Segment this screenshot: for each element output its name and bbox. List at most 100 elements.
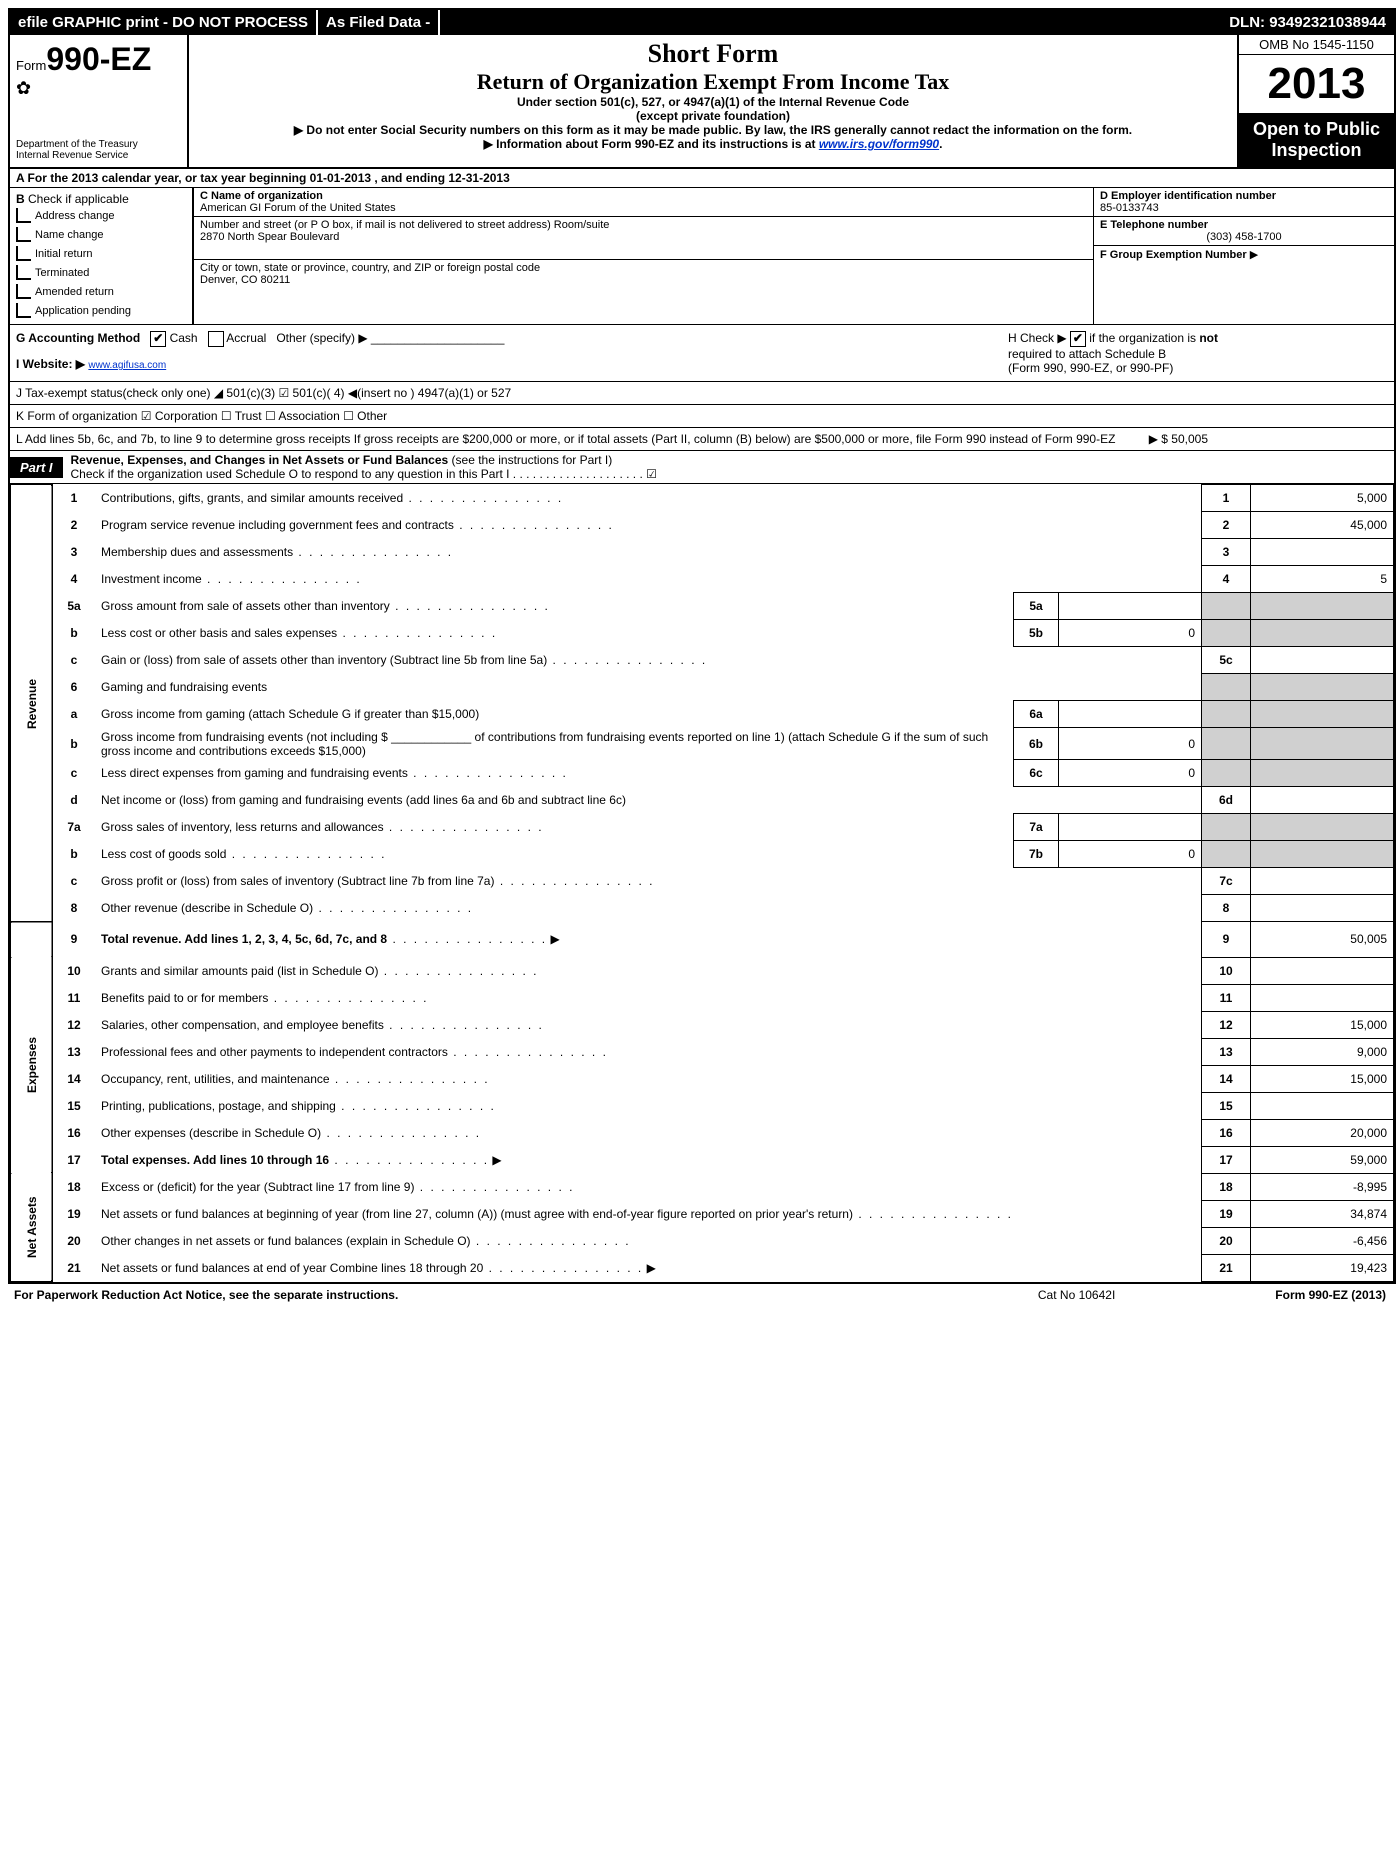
irs-link[interactable]: www.irs.gov/form990	[819, 137, 939, 151]
city-label: City or town, state or province, country…	[200, 262, 1087, 274]
ssn-warning: ▶ Do not enter Social Security numbers o…	[197, 123, 1229, 137]
ln-17: 17	[52, 1146, 95, 1173]
side-expenses: Expenses	[11, 957, 53, 1173]
greyval-6	[1251, 674, 1394, 701]
telephone: (303) 458-1700	[1100, 231, 1388, 243]
under-section: Under section 501(c), 527, or 4947(a)(1)…	[197, 95, 1229, 109]
val-12: 15,000	[1251, 1011, 1394, 1038]
l-amount: ▶ $ 50,005	[1149, 432, 1208, 446]
website-url[interactable]: www.agifusa.com	[88, 360, 166, 371]
header-left: Form990-EZ ✿ Department of the Treasury …	[10, 35, 189, 167]
no-10: 10	[1202, 957, 1251, 984]
no-21: 21	[1202, 1254, 1251, 1281]
form-prefix: Form	[16, 58, 46, 73]
desc-5c: Gain or (loss) from sale of assets other…	[101, 653, 547, 667]
desc-13: Professional fees and other payments to …	[101, 1045, 448, 1059]
val-4: 5	[1251, 566, 1394, 593]
chk-name-change[interactable]: Name change	[16, 225, 186, 244]
chk-app-pending[interactable]: Application pending	[16, 301, 186, 320]
h-txt4: (Form 990, 990-EZ, or 990-PF)	[1008, 361, 1173, 375]
ln-15: 15	[52, 1092, 95, 1119]
desc-10: Grants and similar amounts paid (list in…	[101, 964, 378, 978]
section-g-i: G Accounting Method ✔ Cash Accrual Other…	[10, 325, 1394, 382]
chk-amended[interactable]: Amended return	[16, 282, 186, 301]
ln-18: 18	[52, 1173, 95, 1200]
as-filed: As Filed Data -	[316, 10, 440, 35]
no-5c: 5c	[1202, 647, 1251, 674]
greyval-5b	[1251, 620, 1394, 647]
chk-terminated[interactable]: Terminated	[16, 263, 186, 282]
desc-2: Program service revenue including govern…	[101, 518, 454, 532]
dept-line1: Department of the Treasury	[16, 139, 181, 150]
lines-table: Revenue 1 Contributions, gifts, grants, …	[10, 484, 1394, 1282]
desc-16: Other expenses (describe in Schedule O)	[101, 1126, 321, 1140]
except-text: (except private foundation)	[197, 109, 1229, 123]
val-8	[1251, 895, 1394, 922]
group-label: F Group Exemption Number	[1100, 249, 1247, 261]
ln-14: 14	[52, 1065, 95, 1092]
no-17: 17	[1202, 1146, 1251, 1173]
line-j: J Tax-exempt status(check only one) ◢ 50…	[10, 382, 1394, 405]
top-bar: efile GRAPHIC print - DO NOT PROCESS As …	[10, 10, 1394, 35]
desc-5a: Gross amount from sale of assets other t…	[101, 599, 390, 613]
side-blank	[11, 922, 53, 958]
line-k: K Form of organization ☑ Corporation ☐ T…	[10, 405, 1394, 428]
info-link-line: ▶ Information about Form 990-EZ and its …	[197, 137, 1229, 151]
ln-19: 19	[52, 1200, 95, 1227]
ln-21: 21	[52, 1254, 95, 1281]
no-8: 8	[1202, 895, 1251, 922]
val-10	[1251, 957, 1394, 984]
val-3	[1251, 539, 1394, 566]
chk-address-change[interactable]: Address change	[16, 206, 186, 225]
val-1: 5,000	[1251, 485, 1394, 512]
desc-7c: Gross profit or (loss) from sales of inv…	[101, 874, 494, 888]
irs-eagle-icon: ✿	[16, 78, 181, 99]
dln: DLN: 93492321038944	[1221, 10, 1394, 35]
efile-notice: efile GRAPHIC print - DO NOT PROCESS	[10, 10, 316, 35]
ln-11: 11	[52, 984, 95, 1011]
chk-initial-return[interactable]: Initial return	[16, 244, 186, 263]
part1-tag: Part I	[10, 457, 63, 478]
ln-5b: b	[52, 620, 95, 647]
desc-6b: Gross income from fundraising events (no…	[95, 728, 1014, 760]
line-i: I Website: ▶ www.agifusa.com	[16, 357, 996, 371]
subval-6c: 0	[1059, 760, 1202, 787]
greyval-5a	[1251, 593, 1394, 620]
ln-7a: 7a	[52, 814, 95, 841]
accrual-checkbox[interactable]	[208, 331, 224, 347]
desc-8: Other revenue (describe in Schedule O)	[101, 901, 313, 915]
open-line2: Inspection	[1243, 140, 1390, 161]
ln-6d: d	[52, 787, 95, 814]
ln-13: 13	[52, 1038, 95, 1065]
ln-12: 12	[52, 1011, 95, 1038]
section-b-thru-f: B Check if applicable Address change Nam…	[10, 188, 1394, 325]
part1-title: Revenue, Expenses, and Changes in Net As…	[71, 453, 449, 467]
column-c: C Name of organization American GI Forum…	[194, 188, 1093, 324]
tax-year: 2013	[1239, 55, 1394, 113]
g-label: G Accounting Method	[16, 331, 140, 345]
val-9: 50,005	[1251, 922, 1394, 958]
form-990ez-label: 990-EZ	[46, 41, 151, 77]
side-netassets: Net Assets	[11, 1173, 53, 1281]
checkbox-icon	[16, 208, 31, 223]
grey-7a	[1202, 814, 1251, 841]
open-line1: Open to Public	[1243, 119, 1390, 140]
group-arrow: ▶	[1250, 249, 1258, 261]
greyval-6b	[1251, 728, 1394, 760]
street-label: Number and street (or P O box, if mail i…	[200, 219, 1087, 231]
h-checkbox[interactable]: ✔	[1070, 331, 1086, 347]
ln-9: 9	[52, 922, 95, 958]
column-def: D Employer identification number 85-0133…	[1093, 188, 1394, 324]
h-prefix: H Check ▶	[1008, 331, 1067, 345]
val-20: -6,456	[1251, 1227, 1394, 1254]
b-check-label: Check if applicable	[28, 192, 129, 206]
cash-checkbox[interactable]: ✔	[150, 331, 166, 347]
val-7c	[1251, 868, 1394, 895]
ein-block: D Employer identification number 85-0133…	[1094, 188, 1394, 217]
checkbox-icon	[16, 227, 31, 242]
h-not: not	[1199, 331, 1218, 345]
grey-5a	[1202, 593, 1251, 620]
subno-5a: 5a	[1014, 593, 1059, 620]
ln-5a: 5a	[52, 593, 95, 620]
val-2: 45,000	[1251, 512, 1394, 539]
